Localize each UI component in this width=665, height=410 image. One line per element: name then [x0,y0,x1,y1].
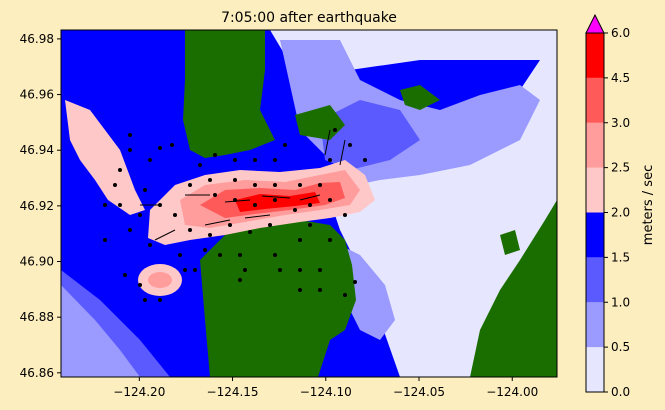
x-tick-label: −124.20 [113,385,165,399]
land-northeast-islet [400,85,440,110]
land-east-islet [500,230,520,255]
colorbar-tick-label: 2.0 [611,206,630,220]
x-tick-label: −124.05 [393,385,445,399]
colorbar-tick-label: 0.5 [611,340,630,354]
colorbar: 0.0 0.5 1.0 1.5 2.0 2.5 3.0 4.5 6.0 [585,13,630,399]
ebb-jet-peak [235,192,320,212]
colorbar-tick-label: 4.5 [611,71,630,85]
colorbar-extend-arrow [585,13,605,34]
colorbar-segment [586,347,604,392]
colorbar-label: meters / sec [641,165,656,245]
map-plot-area [61,30,557,377]
colorbar-segment [586,77,604,123]
gauge-markers [103,128,367,302]
colorbar-segment [586,257,604,303]
eddy-faster-flow [148,272,172,288]
flow-vector-arrows [140,129,346,241]
colorbar-tick-label: 6.0 [611,26,630,40]
y-axis: 46.86 46.88 46.90 46.92 46.94 46.96 46.98 [20,32,61,380]
y-tick-label: 46.94 [20,143,54,157]
x-tick-label: −124.10 [300,385,352,399]
colorbar-tick-label: 2.5 [611,161,630,175]
colorbar-segment [586,33,604,78]
x-tick-label: −124.15 [207,385,259,399]
plot-frame [60,29,558,378]
land-southeast [470,200,557,377]
colorbar-tick-label: 1.5 [611,250,630,264]
land-north-spit [183,30,275,158]
nearshore-fast-band [65,100,145,215]
colorbar-segment [586,212,604,258]
colorbar-tick-label: 1.0 [611,295,630,309]
offshore-slow-flow [61,285,140,377]
colorbar-tick-label: 3.0 [611,116,630,130]
x-axis: −124.20 −124.15 −124.10 −124.05 −124.00 [113,377,538,399]
inner-channel-fast-flow [320,100,420,170]
colorbar-segment [586,302,604,348]
y-tick-label: 46.98 [20,32,54,46]
y-tick-label: 46.90 [20,255,54,269]
y-tick-label: 46.88 [20,310,54,324]
chart-title: 7:05:00 after earthquake [221,10,397,26]
colorbar-segment [586,122,604,168]
land-inner-shore [295,105,345,140]
y-tick-label: 46.92 [20,199,54,213]
colorbar-tick-label: 0.0 [611,385,630,399]
x-tick-label: −124.00 [486,385,538,399]
land-south-peninsula [200,220,356,377]
colorbar-segment [586,167,604,213]
east-bay-slow-flow [270,30,557,377]
y-tick-label: 46.96 [20,88,54,102]
y-tick-label: 46.86 [20,366,54,380]
